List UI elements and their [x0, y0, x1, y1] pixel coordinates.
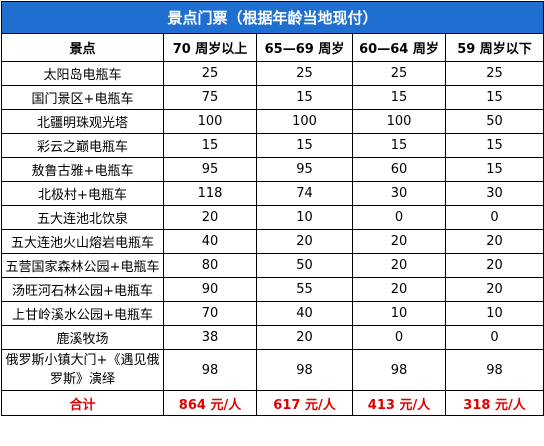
price-cell: 60 — [352, 157, 446, 182]
price-cell: 15 — [444, 133, 544, 158]
header-cell-age-65-69: 65—69 周岁 — [256, 33, 353, 62]
price-cell: 95 — [256, 157, 353, 182]
price-cell: 25 — [256, 61, 353, 86]
attraction-cell: 彩云之巅电瓶车 — [1, 133, 164, 158]
price-cell: 20 — [352, 229, 446, 254]
price-cell: 15 — [256, 85, 353, 110]
ticket-price-table: 景点门票（根据年龄当地现付） 景点 70 周岁以上 65—69 周岁 60—64… — [0, 1, 544, 416]
price-cell: 70 — [163, 301, 257, 326]
price-cell: 20 — [352, 277, 446, 302]
attraction-cell: 汤旺河石林公园+电瓶车 — [1, 277, 164, 302]
price-cell: 55 — [256, 277, 353, 302]
price-cell: 40 — [256, 301, 353, 326]
table-row: 俄罗斯小镇大门+《遇见俄罗斯》演绎 98 98 98 98 — [1, 349, 544, 391]
price-cell: 100 — [256, 109, 353, 134]
price-cell: 74 — [256, 181, 353, 206]
price-cell: 0 — [444, 205, 544, 230]
total-cell: 413 元/人 — [352, 390, 446, 416]
price-cell: 98 — [352, 349, 446, 391]
price-cell: 15 — [163, 133, 257, 158]
price-cell: 25 — [163, 61, 257, 86]
price-cell: 15 — [444, 85, 544, 110]
attraction-cell: 国门景区+电瓶车 — [1, 85, 164, 110]
price-cell: 20 — [352, 253, 446, 278]
price-cell: 100 — [163, 109, 257, 134]
price-cell: 98 — [163, 349, 257, 391]
attraction-cell: 上甘岭溪水公园+电瓶车 — [1, 301, 164, 326]
price-cell: 98 — [256, 349, 353, 391]
price-cell: 20 — [256, 229, 353, 254]
price-cell: 20 — [444, 253, 544, 278]
attraction-cell: 五大连池北饮泉 — [1, 205, 164, 230]
price-cell: 15 — [352, 133, 446, 158]
header-row: 景点 70 周岁以上 65—69 周岁 60—64 周岁 59 周岁以下 — [1, 33, 544, 62]
table-row: 五大连池火山熔岩电瓶车 40 20 20 20 — [1, 229, 544, 254]
price-cell: 20 — [163, 205, 257, 230]
total-cell: 617 元/人 — [256, 390, 353, 416]
table-row: 彩云之巅电瓶车 15 15 15 15 — [1, 133, 544, 158]
price-cell: 50 — [444, 109, 544, 134]
header-cell-age-59-under: 59 周岁以下 — [444, 33, 544, 62]
attraction-cell: 北疆明珠观光塔 — [1, 109, 164, 134]
price-cell: 15 — [256, 133, 353, 158]
attraction-cell: 鹿溪牧场 — [1, 325, 164, 350]
price-cell: 90 — [163, 277, 257, 302]
price-cell: 15 — [444, 157, 544, 182]
table-row: 敖鲁古雅+电瓶车 95 95 60 15 — [1, 157, 544, 182]
attraction-cell: 俄罗斯小镇大门+《遇见俄罗斯》演绎 — [1, 349, 164, 391]
price-cell: 10 — [444, 301, 544, 326]
price-cell: 50 — [256, 253, 353, 278]
price-cell: 0 — [444, 325, 544, 350]
price-cell: 95 — [163, 157, 257, 182]
price-cell: 20 — [256, 325, 353, 350]
price-cell: 20 — [444, 277, 544, 302]
price-cell: 30 — [444, 181, 544, 206]
title-row: 景点门票（根据年龄当地现付） — [0, 1, 544, 34]
price-cell: 98 — [444, 349, 544, 391]
table-title: 景点门票（根据年龄当地现付） — [0, 1, 544, 34]
price-cell: 0 — [352, 325, 446, 350]
price-cell: 25 — [444, 61, 544, 86]
attraction-cell: 太阳岛电瓶车 — [1, 61, 164, 86]
price-cell: 10 — [256, 205, 353, 230]
table-row: 五营国家森林公园+电瓶车 80 50 20 20 — [1, 253, 544, 278]
price-cell: 15 — [352, 85, 446, 110]
price-cell: 100 — [352, 109, 446, 134]
table-row: 国门景区+电瓶车 75 15 15 15 — [1, 85, 544, 110]
table-row: 汤旺河石林公园+电瓶车 90 55 20 20 — [1, 277, 544, 302]
total-row: 合计 864 元/人 617 元/人 413 元/人 318 元/人 — [1, 390, 544, 416]
table-row: 鹿溪牧场 38 20 0 0 — [1, 325, 544, 350]
header-cell-attraction: 景点 — [1, 33, 164, 62]
price-cell: 25 — [352, 61, 446, 86]
total-cell: 318 元/人 — [444, 390, 544, 416]
total-label: 合计 — [1, 390, 164, 416]
price-cell: 40 — [163, 229, 257, 254]
total-cell: 864 元/人 — [163, 390, 257, 416]
price-cell: 10 — [352, 301, 446, 326]
price-cell: 80 — [163, 253, 257, 278]
table-row: 北极村+电瓶车 118 74 30 30 — [1, 181, 544, 206]
price-cell: 30 — [352, 181, 446, 206]
attraction-cell: 五大连池火山熔岩电瓶车 — [1, 229, 164, 254]
attraction-cell: 五营国家森林公园+电瓶车 — [1, 253, 164, 278]
table-row: 北疆明珠观光塔 100 100 100 50 — [1, 109, 544, 134]
attraction-cell: 敖鲁古雅+电瓶车 — [1, 157, 164, 182]
table-row: 太阳岛电瓶车 25 25 25 25 — [1, 61, 544, 86]
price-cell: 20 — [444, 229, 544, 254]
table-row: 五大连池北饮泉 20 10 0 0 — [1, 205, 544, 230]
attraction-cell: 北极村+电瓶车 — [1, 181, 164, 206]
price-cell: 38 — [163, 325, 257, 350]
price-cell: 0 — [352, 205, 446, 230]
price-cell: 118 — [163, 181, 257, 206]
table-row: 上甘岭溪水公园+电瓶车 70 40 10 10 — [1, 301, 544, 326]
price-cell: 75 — [163, 85, 257, 110]
header-cell-age-70-plus: 70 周岁以上 — [163, 33, 257, 62]
header-cell-age-60-64: 60—64 周岁 — [352, 33, 446, 62]
